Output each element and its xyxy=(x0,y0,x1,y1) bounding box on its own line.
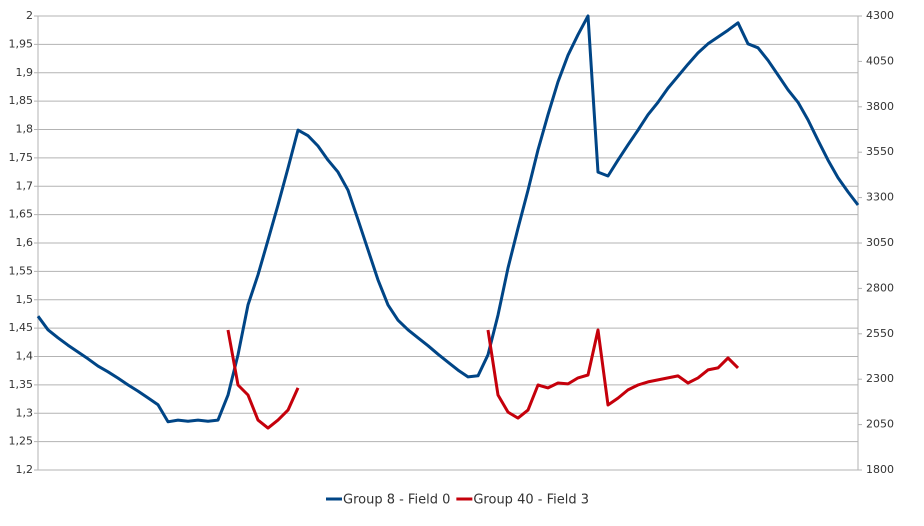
y2-tick-label: 2550 xyxy=(866,327,894,340)
y2-tick-label: 1800 xyxy=(866,463,894,476)
y-tick-label: 1,4 xyxy=(16,350,34,363)
y2-tick-label: 2300 xyxy=(866,372,894,385)
y-tick-label: 1,8 xyxy=(16,123,34,136)
y2-tick-label: 2050 xyxy=(866,418,894,431)
y-tick-label: 1,2 xyxy=(16,463,34,476)
y-tick-label: 1,9 xyxy=(16,66,34,79)
y-tick-label: 1,7 xyxy=(16,179,34,192)
y2-tick-label: 3300 xyxy=(866,191,894,204)
y-tick-label: 1,6 xyxy=(16,236,34,249)
series-line xyxy=(226,328,740,430)
y-tick-label: 1,3 xyxy=(16,406,34,419)
legend-label: Group 8 - Field 0 xyxy=(343,493,450,508)
y-tick-label: 1,75 xyxy=(9,151,34,164)
y2-tick-label: 3050 xyxy=(866,236,894,249)
y-tick-label: 1,35 xyxy=(9,378,34,391)
y-tick-label: 1,55 xyxy=(9,264,34,277)
y-tick-label: 1,95 xyxy=(9,37,34,50)
y-tick-label: 1,85 xyxy=(9,94,34,107)
y-tick-label: 2 xyxy=(26,9,33,22)
y2-tick-label: 2800 xyxy=(866,281,894,294)
y-tick-label: 1,65 xyxy=(9,208,34,221)
y2-tick-label: 3800 xyxy=(866,100,894,113)
y-tick-label: 1,45 xyxy=(9,321,34,334)
legend-label: Group 40 - Field 3 xyxy=(473,493,589,508)
series-line xyxy=(36,14,860,424)
y2-tick-label: 4300 xyxy=(866,9,894,22)
y2-tick-label: 4050 xyxy=(866,54,894,67)
y-tick-label: 1,5 xyxy=(16,293,34,306)
y-tick-label: 1,25 xyxy=(9,435,34,448)
y2-tick-label: 3550 xyxy=(866,145,894,158)
